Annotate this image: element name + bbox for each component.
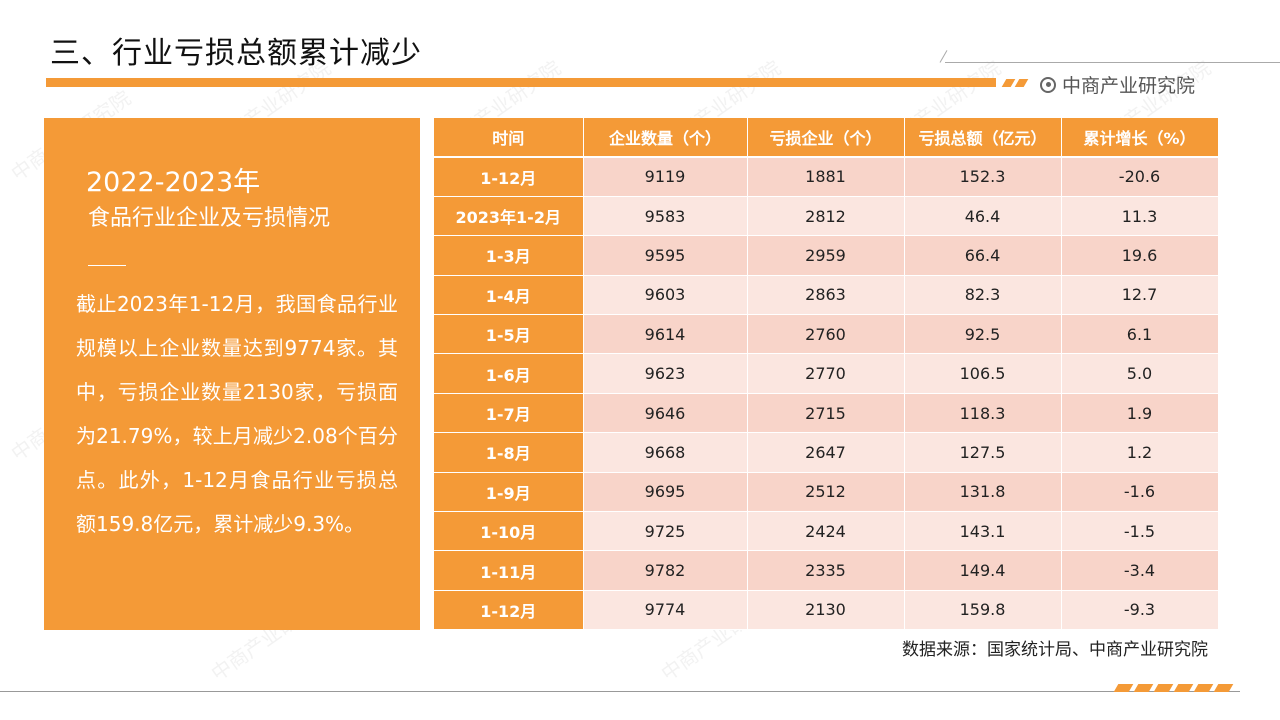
table-header-cell: 累计增长（%） <box>1061 118 1219 158</box>
table-row: 1-11月 9782 2335 149.4 -3.4 <box>434 550 1219 591</box>
page-title: 三、行业亏损总额累计减少 <box>50 36 422 71</box>
table-value-cell: 92.5 <box>904 314 1062 355</box>
table-value-cell: 2424 <box>747 511 905 552</box>
table-value-cell: 9782 <box>583 550 748 591</box>
table-row: 1-3月 9595 2959 66.4 19.6 <box>434 235 1219 276</box>
title-slash-decoration <box>1014 79 1029 87</box>
table-value-cell: 9583 <box>583 196 748 237</box>
table-value-cell: 5.0 <box>1061 353 1219 394</box>
table-value-cell: 127.5 <box>904 432 1062 473</box>
table-value-cell: 9774 <box>583 590 748 631</box>
table-value-cell: 12.7 <box>1061 275 1219 316</box>
table-value-cell: 19.6 <box>1061 235 1219 276</box>
table-header-cell: 亏损企业（个） <box>747 118 905 158</box>
table-header-cell: 企业数量（个） <box>583 118 748 158</box>
table-value-cell: 118.3 <box>904 393 1062 434</box>
table-value-cell: 2959 <box>747 235 905 276</box>
table-period-cell: 1-10月 <box>434 511 584 552</box>
table-period-cell: 1-8月 <box>434 432 584 473</box>
loss-data-table: 时间 企业数量（个） 亏损企业（个） 亏损总额（亿元） 累计增长（%） 1-12月 911… <box>434 118 1219 631</box>
brand-logo: 中商产业研究院 <box>1040 71 1195 98</box>
table-value-cell: 9119 <box>583 157 748 197</box>
table-period-cell: 2023年1-2月 <box>434 196 584 237</box>
table-value-cell: 9646 <box>583 393 748 434</box>
table-row: 1-4月 9603 2863 82.3 12.7 <box>434 275 1219 316</box>
table-value-cell: 2715 <box>747 393 905 434</box>
table-row: 1-12月 9774 2130 159.8 -9.3 <box>434 590 1219 631</box>
table-row: 1-8月 9668 2647 127.5 1.2 <box>434 432 1219 473</box>
table-value-cell: 9595 <box>583 235 748 276</box>
table-row: 2023年1-2月 9583 2812 46.4 11.3 <box>434 196 1219 237</box>
table-value-cell: 9695 <box>583 472 748 513</box>
table-row: 1-6月 9623 2770 106.5 5.0 <box>434 353 1219 394</box>
table-header-cell: 亏损总额（亿元） <box>904 118 1062 158</box>
footer-divider <box>0 691 1240 692</box>
summary-divider <box>88 265 126 266</box>
table-value-cell: 9623 <box>583 353 748 394</box>
summary-paragraph: 截止2023年1-12月，我国食品行业规模以上企业数量达到9774家。其中，亏损… <box>76 292 398 536</box>
table-value-cell: 9614 <box>583 314 748 355</box>
table-value-cell: 2335 <box>747 550 905 591</box>
table-value-cell: -9.3 <box>1061 590 1219 631</box>
table-row: 1-9月 9695 2512 131.8 -1.6 <box>434 472 1219 513</box>
brand-name: 中商产业研究院 <box>1062 75 1196 97</box>
title-accent-bar <box>46 78 996 87</box>
table-value-cell: 2760 <box>747 314 905 355</box>
table-row: 1-12月 9119 1881 152.3 -20.6 <box>434 157 1219 197</box>
table-header-cell: 时间 <box>434 118 584 158</box>
header-divider-diagonal <box>939 50 948 63</box>
table-header-row: 时间 企业数量（个） 亏损企业（个） 亏损总额（亿元） 累计增长（%） <box>434 118 1219 158</box>
table-value-cell: -1.6 <box>1061 472 1219 513</box>
table-period-cell: 1-7月 <box>434 393 584 434</box>
table-value-cell: 2647 <box>747 432 905 473</box>
target-circle-icon <box>1040 76 1056 93</box>
table-value-cell: 143.1 <box>904 511 1062 552</box>
summary-panel: 2022-2023年 食品行业企业及亏损情况 截止2023年1-12月，我国食品… <box>44 118 420 630</box>
table-value-cell: -1.5 <box>1061 511 1219 552</box>
table-value-cell: 149.4 <box>904 550 1062 591</box>
table-value-cell: 6.1 <box>1061 314 1219 355</box>
table-value-cell: 106.5 <box>904 353 1062 394</box>
table-value-cell: 9668 <box>583 432 748 473</box>
table-period-cell: 1-11月 <box>434 550 584 591</box>
table-value-cell: 82.3 <box>904 275 1062 316</box>
table-value-cell: 131.8 <box>904 472 1062 513</box>
table-body: 1-12月 9119 1881 152.3 -20.6 2023年1-2月 9583 2812… <box>434 157 1219 631</box>
table-value-cell: 11.3 <box>1061 196 1219 237</box>
table-period-cell: 1-3月 <box>434 235 584 276</box>
summary-subtitle: 食品行业企业及亏损情况 <box>88 206 331 231</box>
table-period-cell: 1-6月 <box>434 353 584 394</box>
table-value-cell: -3.4 <box>1061 550 1219 591</box>
table-value-cell: -20.6 <box>1061 157 1219 197</box>
table-value-cell: 46.4 <box>904 196 1062 237</box>
table-value-cell: 9603 <box>583 275 748 316</box>
table-period-cell: 1-5月 <box>434 314 584 355</box>
table-value-cell: 2812 <box>747 196 905 237</box>
summary-year: 2022-2023年 <box>86 167 261 198</box>
table-value-cell: 9725 <box>583 511 748 552</box>
table-period-cell: 1-12月 <box>434 157 584 197</box>
header-divider <box>945 62 1280 63</box>
table-row: 1-5月 9614 2760 92.5 6.1 <box>434 314 1219 355</box>
title-slash-decoration <box>1001 79 1016 87</box>
data-source-note: 数据来源：国家统计局、中商产业研究院 <box>902 640 1208 660</box>
table-value-cell: 66.4 <box>904 235 1062 276</box>
table-value-cell: 1.9 <box>1061 393 1219 434</box>
table-value-cell: 159.8 <box>904 590 1062 631</box>
table-value-cell: 1.2 <box>1061 432 1219 473</box>
table-period-cell: 1-12月 <box>434 590 584 631</box>
table-value-cell: 2863 <box>747 275 905 316</box>
table-period-cell: 1-9月 <box>434 472 584 513</box>
table-value-cell: 1881 <box>747 157 905 197</box>
table-value-cell: 2130 <box>747 590 905 631</box>
table-period-cell: 1-4月 <box>434 275 584 316</box>
table-value-cell: 152.3 <box>904 157 1062 197</box>
table-value-cell: 2512 <box>747 472 905 513</box>
table-row: 1-10月 9725 2424 143.1 -1.5 <box>434 511 1219 552</box>
table-row: 1-7月 9646 2715 118.3 1.9 <box>434 393 1219 434</box>
table-value-cell: 2770 <box>747 353 905 394</box>
